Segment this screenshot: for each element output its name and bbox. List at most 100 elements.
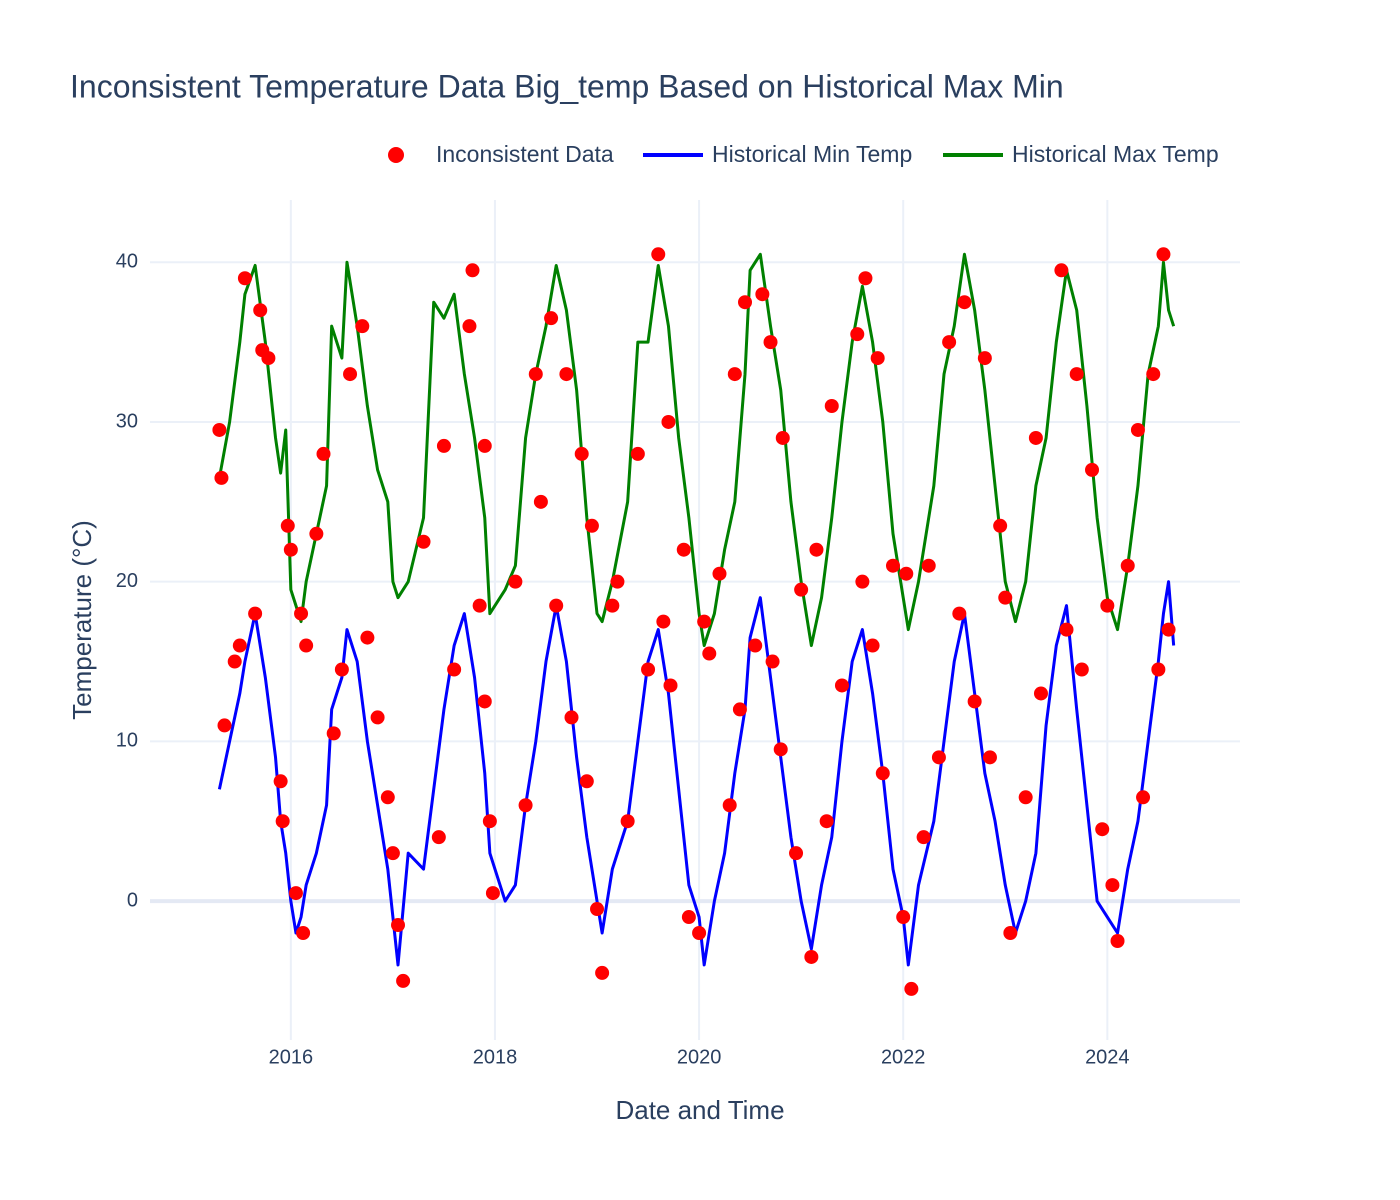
data-point — [865, 638, 880, 653]
data-point — [280, 518, 295, 533]
data-point — [261, 351, 276, 366]
data-point — [732, 702, 747, 717]
legend-label: Inconsistent Data — [436, 141, 614, 167]
data-point — [1003, 926, 1018, 941]
data-point — [472, 598, 487, 613]
data-point — [1105, 878, 1120, 893]
data-point — [360, 630, 375, 645]
data-point — [794, 582, 809, 597]
data-point — [416, 534, 431, 549]
data-point — [885, 558, 900, 573]
data-point — [533, 494, 548, 509]
data-point — [275, 814, 290, 829]
data-point — [630, 446, 645, 461]
data-point — [1146, 367, 1161, 382]
data-point — [1069, 367, 1084, 382]
y-tick-label: 0 — [127, 889, 138, 911]
data-point — [273, 774, 288, 789]
data-point — [1085, 462, 1100, 477]
data-point — [391, 918, 406, 933]
data-point — [436, 438, 451, 453]
data-point — [651, 247, 666, 262]
data-point — [326, 726, 341, 741]
data-point — [789, 846, 804, 861]
data-point — [316, 446, 331, 461]
data-point — [518, 798, 533, 813]
data-point — [904, 981, 919, 996]
data-point — [712, 566, 727, 581]
data-point — [605, 598, 620, 613]
x-tick-label: 2020 — [677, 1046, 722, 1068]
data-point — [952, 606, 967, 621]
data-point — [775, 430, 790, 445]
x-tick-label: 2022 — [881, 1046, 926, 1068]
data-point — [1059, 622, 1074, 637]
data-point — [641, 662, 656, 677]
data-point — [465, 263, 480, 278]
data-point — [957, 295, 972, 310]
data-point — [214, 470, 229, 485]
chart-title: Inconsistent Temperature Data Big_temp B… — [70, 68, 1064, 104]
data-point — [549, 598, 564, 613]
data-point — [819, 814, 834, 829]
data-point — [1136, 790, 1151, 805]
data-point — [232, 638, 247, 653]
data-point — [727, 367, 742, 382]
data-point — [702, 646, 717, 661]
data-point — [1156, 247, 1171, 262]
data-point — [896, 910, 911, 925]
data-point — [1074, 662, 1089, 677]
data-point — [528, 367, 543, 382]
data-point — [773, 742, 788, 757]
data-point — [763, 335, 778, 350]
data-point — [850, 327, 865, 342]
data-point — [998, 590, 1013, 605]
y-tick-label: 40 — [116, 251, 138, 273]
data-point — [722, 798, 737, 813]
plot-area — [212, 247, 1176, 996]
data-point — [610, 574, 625, 589]
data-point — [380, 790, 395, 805]
data-point — [343, 367, 358, 382]
data-point — [993, 518, 1008, 533]
data-point — [899, 566, 914, 581]
data-point — [299, 638, 314, 653]
data-point — [755, 287, 770, 302]
data-point — [967, 694, 982, 709]
data-point — [977, 351, 992, 366]
x-tick-label: 2024 — [1085, 1046, 1130, 1068]
data-point — [681, 910, 696, 925]
data-point — [574, 446, 589, 461]
data-point — [296, 926, 311, 941]
data-point — [590, 902, 605, 917]
data-point — [931, 750, 946, 765]
data-point — [661, 414, 676, 429]
legend: Inconsistent Data Historical Min Temp Hist… — [388, 141, 1219, 167]
data-point — [477, 694, 492, 709]
data-point — [875, 766, 890, 781]
data-point — [1095, 822, 1110, 837]
data-point — [765, 654, 780, 669]
data-point — [431, 830, 446, 845]
data-point — [217, 718, 232, 733]
y-tick-label: 30 — [116, 410, 138, 432]
data-point — [692, 926, 707, 941]
data-point — [355, 319, 370, 334]
x-tick-label: 2018 — [473, 1046, 518, 1068]
data-point — [942, 335, 957, 350]
legend-label: Historical Max Temp — [1012, 141, 1219, 167]
data-point — [1130, 422, 1145, 437]
data-point — [579, 774, 594, 789]
legend-label: Historical Min Temp — [712, 141, 912, 167]
data-point — [396, 973, 411, 988]
data-point — [447, 662, 462, 677]
data-point — [982, 750, 997, 765]
x-axis-title: Date and Time — [615, 1095, 784, 1125]
data-point — [1028, 430, 1043, 445]
data-point — [921, 558, 936, 573]
data-point — [809, 542, 824, 557]
data-point — [738, 295, 753, 310]
data-point — [370, 710, 385, 725]
data-point — [212, 422, 227, 437]
data-point — [1054, 263, 1069, 278]
